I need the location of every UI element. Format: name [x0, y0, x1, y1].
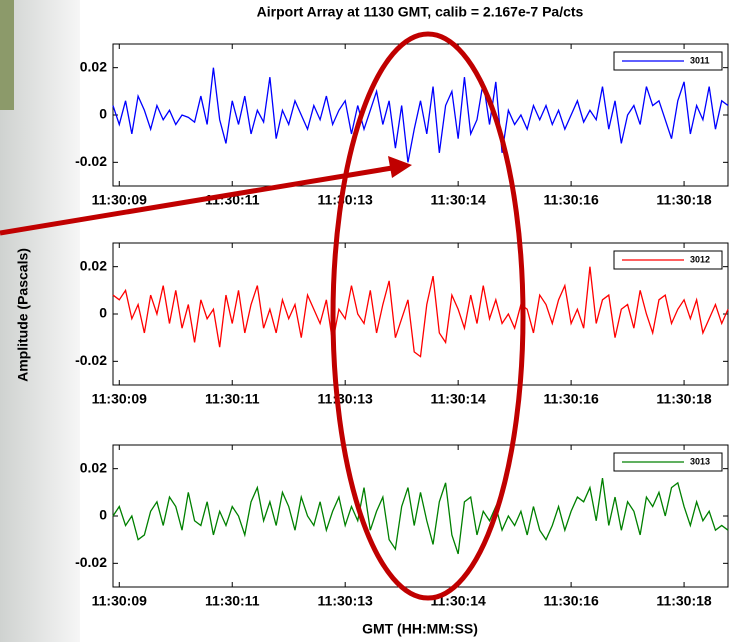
x-tick-label: 11:30:13: [318, 192, 373, 208]
legend-label: 3011: [690, 55, 710, 65]
background-foliage: [0, 0, 14, 110]
x-tick-label: 11:30:09: [92, 192, 147, 208]
series-line: [112, 478, 729, 555]
x-tick-label: 11:30:16: [543, 593, 598, 609]
arrow-head: [388, 156, 412, 178]
x-tick-label: 11:30:11: [205, 391, 260, 407]
x-axis-label: GMT (HH:MM:SS): [362, 621, 478, 637]
x-tick-label: 11:30:18: [656, 593, 711, 609]
x-tick-label: 11:30:09: [92, 593, 147, 609]
series-line: [112, 266, 729, 358]
y-tick-label: 0.02: [80, 58, 107, 74]
x-tick-label: 11:30:14: [431, 593, 486, 609]
series-line: [112, 67, 729, 163]
y-tick-label: 0: [99, 106, 107, 122]
x-tick-label: 11:30:18: [656, 391, 711, 407]
figure-title: Airport Array at 1130 GMT, calib = 2.167…: [257, 4, 584, 20]
y-tick-label: -0.02: [75, 554, 107, 570]
legend-label: 3013: [690, 456, 710, 466]
x-tick-label: 11:30:14: [431, 192, 486, 208]
y-axis-label: Amplitude (Pascals): [15, 248, 31, 382]
y-tick-label: 0: [99, 305, 107, 321]
x-tick-label: 11:30:09: [92, 391, 147, 407]
annotation: [0, 31, 526, 601]
y-tick-label: -0.02: [75, 153, 107, 169]
x-tick-label: 11:30:16: [543, 192, 598, 208]
x-tick-label: 11:30:14: [431, 391, 486, 407]
y-tick-label: 0.02: [80, 459, 107, 475]
arrow-shaft: [0, 165, 393, 236]
x-tick-label: 11:30:18: [656, 192, 711, 208]
y-tick-label: 0.02: [80, 257, 107, 273]
y-tick-label: -0.02: [75, 352, 107, 368]
highlight-ellipse: [330, 31, 526, 601]
y-tick-label: 0: [99, 507, 107, 523]
x-tick-label: 11:30:13: [318, 391, 373, 407]
x-tick-label: 11:30:16: [543, 391, 598, 407]
x-tick-label: 11:30:13: [318, 593, 373, 609]
legend-label: 3012: [690, 254, 710, 264]
x-tick-label: 11:30:11: [205, 593, 260, 609]
